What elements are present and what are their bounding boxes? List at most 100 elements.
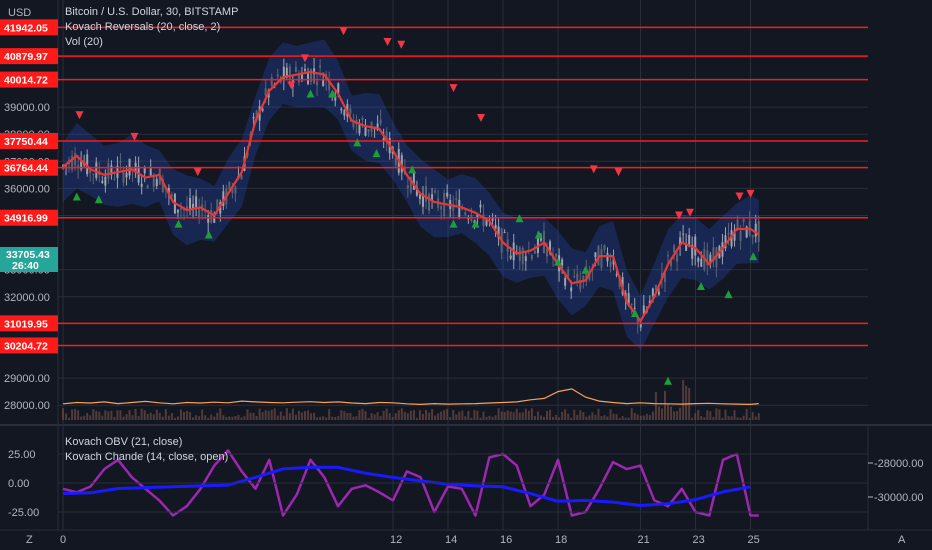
volume-bar [325, 417, 328, 420]
lower-pane-ticks: 25.00 0.00 -25.00 -28000.00 -30000.00 [8, 449, 924, 519]
up-triangle-marker [174, 219, 183, 228]
candle-body [334, 95, 337, 101]
volume-bar [425, 410, 427, 420]
candle-body [198, 209, 201, 218]
indicator-label-reversals[interactable]: Kovach Reversals (20, close, 2) [65, 21, 220, 33]
candle-body [304, 69, 306, 71]
up-triangle-marker [204, 230, 213, 239]
candle-body [189, 198, 192, 211]
indicator-label-volume[interactable]: Vol (20) [65, 36, 103, 48]
up-triangle-marker [724, 290, 733, 299]
volume-bar [418, 410, 421, 420]
candle-body [754, 223, 757, 237]
volume-bar [95, 410, 98, 420]
up-triangle-marker [372, 149, 381, 158]
candle-body [71, 155, 74, 170]
time-axis-ticks: 0 12 14 16 18 21 23 25 [60, 534, 760, 546]
up-triangle-marker [631, 309, 639, 318]
volume-bar [210, 414, 213, 420]
candle-body [179, 208, 182, 210]
candle-body [382, 138, 385, 141]
volume-bar [310, 413, 313, 420]
volume-bar [288, 413, 291, 420]
volume-bar [65, 413, 68, 420]
down-triangle-marker [397, 40, 406, 49]
volume-bar [576, 414, 579, 420]
volume-bar [137, 416, 140, 420]
level-badge [0, 337, 58, 354]
volume-bar [231, 416, 234, 420]
candle-body [615, 274, 618, 276]
volume-bar [385, 408, 388, 420]
grid [58, 0, 868, 530]
candle-body [110, 165, 113, 175]
volume-bar [473, 410, 476, 420]
volume-bar [179, 409, 182, 420]
volume-bar [603, 415, 606, 420]
volume-bar [249, 412, 252, 420]
zoom-icon[interactable]: Z [26, 534, 33, 546]
candle-body [676, 253, 679, 262]
down-triangle-marker [735, 192, 744, 201]
volume-bar [485, 416, 488, 420]
candle-body [533, 250, 536, 254]
candle-body [660, 272, 663, 279]
candle-body [730, 230, 733, 247]
volume-bar [319, 416, 322, 420]
volume-bar [186, 410, 189, 420]
down-triangle-marker [686, 208, 694, 217]
candle-body [307, 72, 310, 85]
up-triangle-marker [328, 89, 337, 98]
candle-body [742, 219, 745, 222]
volume-bar [216, 412, 219, 420]
up-triangle-marker [554, 257, 562, 266]
volume-bar [340, 410, 343, 420]
volume-bar [252, 412, 255, 420]
volume-bar [588, 415, 591, 420]
candle-body [252, 116, 255, 119]
candle-body [107, 162, 110, 179]
volume-bar [709, 411, 712, 420]
candle-body [464, 212, 467, 215]
auto-scale-icon[interactable]: A [898, 534, 906, 546]
price-tick-label: 28000.00 [4, 400, 50, 412]
volume-bar [116, 410, 119, 420]
volume-bar [697, 409, 700, 420]
candle-body [549, 241, 552, 254]
candle-body [421, 193, 424, 207]
symbol-title[interactable]: Bitcoin / U.S. Dollar, 30, BITSTAMP [65, 6, 238, 18]
volume-bar [530, 408, 533, 420]
volume-bar [382, 410, 385, 420]
volume-bar [657, 406, 660, 420]
volume-bar [276, 415, 279, 420]
volume-bar [246, 409, 249, 420]
volume-bar [443, 410, 446, 420]
candle-body [364, 127, 367, 136]
reversal-markers [72, 27, 758, 385]
volume-bar [355, 416, 358, 420]
volume-bar [101, 415, 104, 420]
candle-body [473, 220, 476, 223]
volume-bar [452, 409, 455, 420]
lower-indicator-chande[interactable]: Kovach Chande (14, close, open) [65, 451, 228, 463]
candle-body [415, 187, 418, 196]
volume-bar [440, 411, 443, 420]
volume-bar [509, 411, 512, 420]
volume-bar [594, 414, 597, 420]
reversal-ma-line [62, 70, 760, 323]
volume-bar [733, 410, 736, 420]
volume-bar [255, 415, 258, 420]
volume-bar [273, 408, 276, 420]
horizontal-levels [58, 26, 868, 347]
volume-bar [464, 416, 467, 420]
volume-bar [349, 412, 352, 420]
candle-body [679, 237, 682, 246]
up-triangle-marker [449, 219, 458, 228]
volume-bar [291, 408, 294, 420]
candle-body [727, 232, 730, 235]
down-triangle-marker [75, 111, 84, 120]
candle-body [564, 277, 567, 286]
lower-indicator-obv[interactable]: Kovach OBV (21, close) [65, 436, 182, 448]
volume-bar [77, 410, 80, 420]
